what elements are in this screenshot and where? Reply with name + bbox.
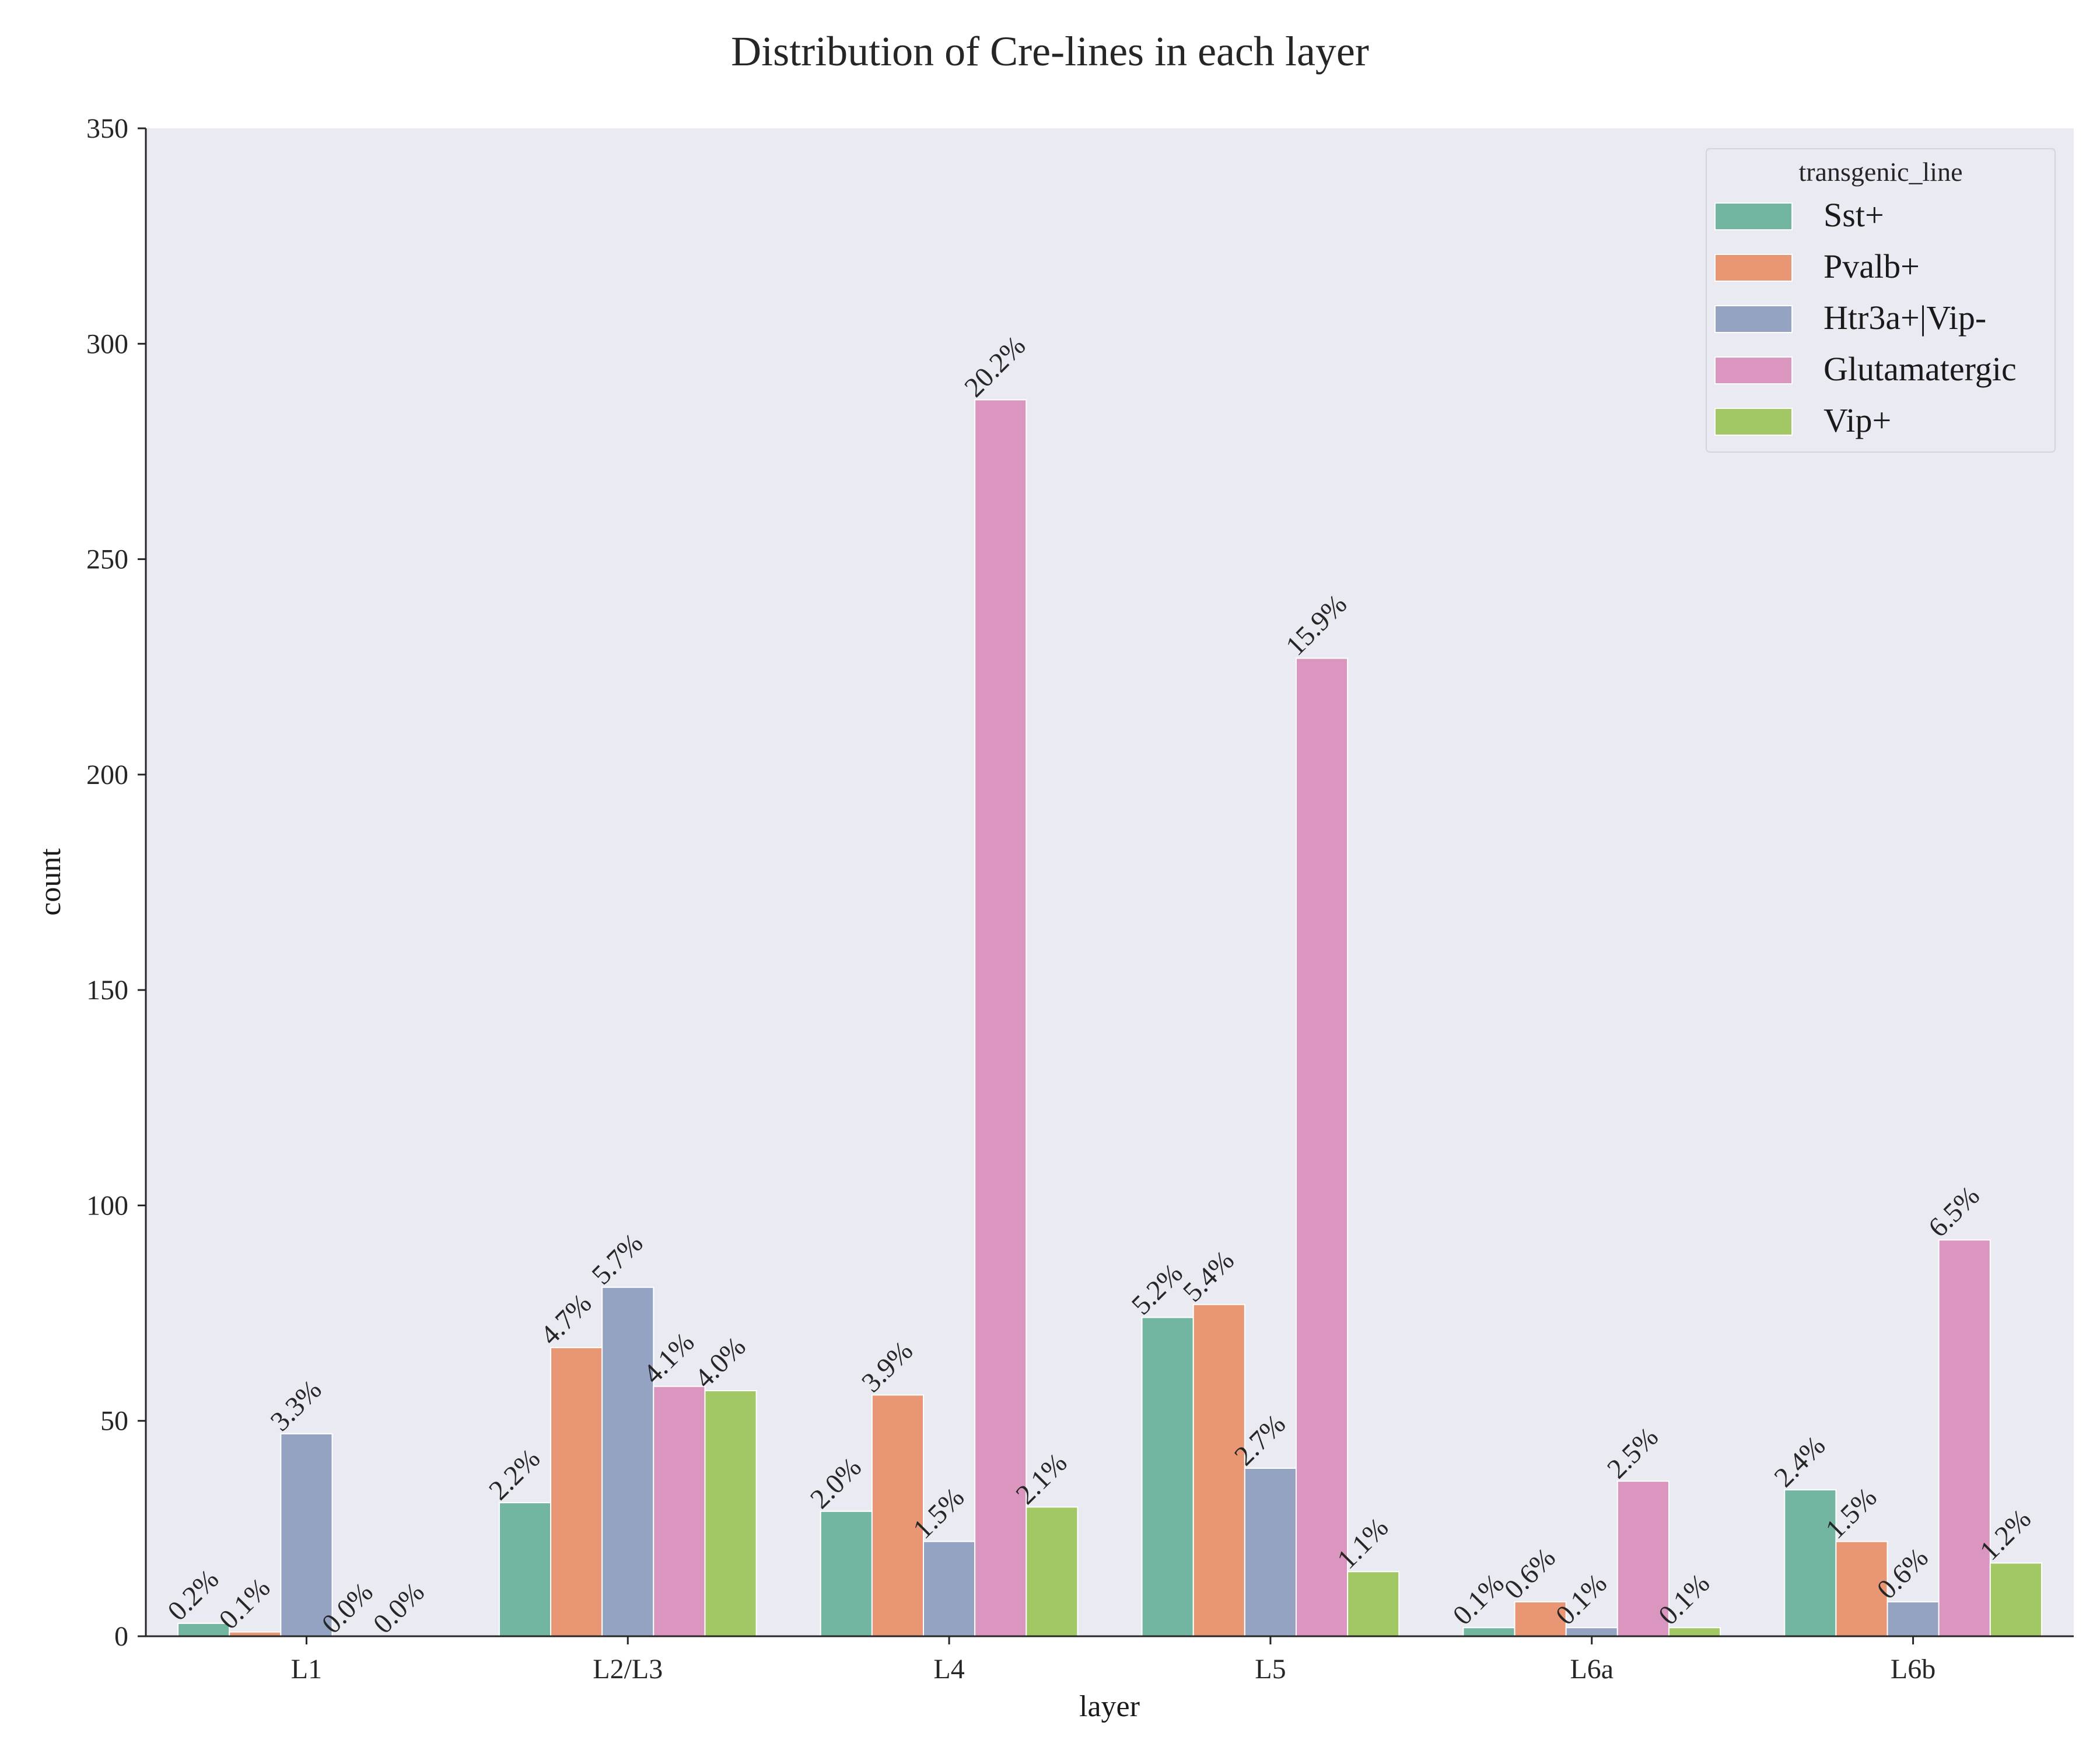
y-ticks: 0 50 100 150 200 250 300 350: [86, 113, 146, 1652]
bar-htr3a-vip--l6a: [1565, 1627, 1618, 1637]
bar-vip--l5: [1347, 1571, 1400, 1637]
bar-htr3a-vip--l5: [1244, 1467, 1297, 1637]
legend-label: Glutamatergic: [1824, 350, 2017, 388]
bar-pvalb--l6b: [1835, 1541, 1888, 1637]
bar-vip--l4: [1026, 1506, 1079, 1637]
legend-swatch: [1714, 305, 1793, 333]
y-tick-label: 300: [86, 328, 128, 359]
bar-glutamatergic-l2-l3: [653, 1385, 706, 1637]
legend-label: Sst+: [1824, 196, 1884, 234]
bar-vip--l6a: [1668, 1627, 1721, 1637]
x-tick-label: L6a: [1570, 1654, 1614, 1685]
bar-sst--l4: [820, 1510, 873, 1637]
chart-title: Distribution of Cre-lines in each layer: [731, 28, 1369, 75]
y-tick-label: 0: [114, 1621, 128, 1652]
bar-glutamatergic-l5: [1295, 657, 1349, 1637]
legend-label: Pvalb+: [1824, 247, 1920, 285]
bar-glutamatergic-l6a: [1616, 1480, 1670, 1637]
bar-pvalb--l2-l3: [550, 1347, 603, 1637]
bar-sst--l5: [1141, 1317, 1194, 1637]
bar-htr3a-vip--l6b: [1887, 1601, 1940, 1637]
y-tick-label: 50: [100, 1406, 128, 1437]
bar-htr3a-vip--l2-l3: [601, 1286, 654, 1637]
y-tick-label: 100: [86, 1190, 128, 1221]
bar-sst--l6a: [1462, 1627, 1516, 1637]
bar-htr3a-vip--l1: [280, 1433, 333, 1637]
bar-htr3a-vip--l4: [923, 1541, 976, 1637]
bar-vip--l6b: [1989, 1562, 2042, 1637]
x-tick-label: L6b: [1891, 1654, 1936, 1685]
legend-swatch: [1714, 408, 1793, 436]
bar-pvalb--l5: [1192, 1304, 1245, 1637]
x-axis-label: layer: [1079, 1690, 1140, 1723]
x-tick-label: L1: [291, 1654, 322, 1685]
bar-glutamatergic-l4: [974, 399, 1027, 1637]
y-tick-label: 200: [86, 760, 128, 790]
y-tick-label: 350: [86, 113, 128, 144]
x-ticks: L1 L2/L3 L4 L5 L6a L6b: [291, 1636, 1936, 1685]
bars-layer: [177, 399, 2042, 1637]
bar-sst--l6b: [1784, 1489, 1837, 1637]
bar-glutamatergic-l6b: [1938, 1239, 1991, 1637]
legend-frame: [1706, 148, 2056, 453]
x-tick-label: L2/L3: [593, 1654, 663, 1685]
x-tick-label: L4: [933, 1654, 964, 1685]
y-axis-label: count: [34, 848, 67, 916]
legend-label: Vip+: [1824, 401, 1891, 439]
legend-label: Htr3a+|Vip-: [1824, 299, 1986, 337]
legend-swatch: [1714, 254, 1793, 282]
bar-vip--l2-l3: [704, 1390, 757, 1637]
legend-swatch: [1714, 202, 1793, 230]
bar-sst--l1: [177, 1622, 230, 1637]
legend-items: Sst+ Pvalb+ Htr3a+|Vip- Glutamatergic Vip+: [1714, 196, 2017, 439]
legend: transgenic_line Sst+ Pvalb+ Htr3a+|Vip- Glu…: [1706, 148, 2056, 453]
y-tick-label: 150: [86, 975, 128, 1006]
y-tick-label: 250: [86, 544, 128, 575]
legend-swatch: [1714, 356, 1793, 384]
legend-title: transgenic_line: [1798, 157, 1962, 187]
x-tick-label: L5: [1255, 1654, 1286, 1685]
bar-sst--l2-l3: [498, 1502, 552, 1637]
